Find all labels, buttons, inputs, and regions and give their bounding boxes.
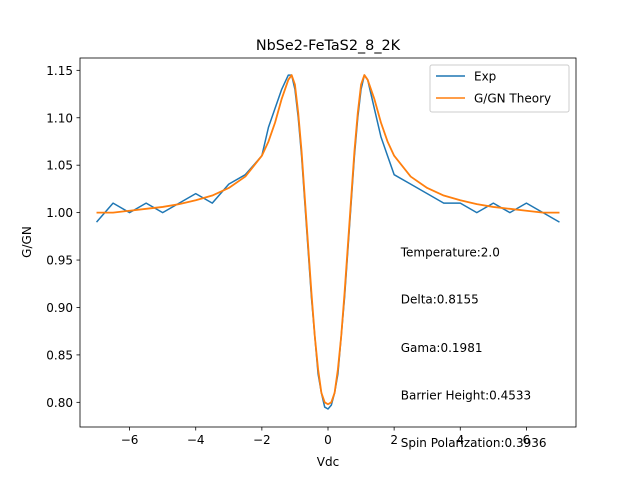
x-tick-label: −6 — [121, 433, 139, 447]
x-tick-label: −2 — [253, 433, 271, 447]
y-tick-label: 1.05 — [46, 159, 73, 173]
x-tick-label: 4 — [456, 433, 464, 447]
y-axis-label: G/GN — [20, 226, 34, 258]
y-axis-ticks: 0.80 0.85 0.90 0.95 1.00 1.05 1.10 1.15 — [46, 64, 80, 410]
series-layer — [95, 74, 560, 410]
series-line-theory — [96, 74, 560, 406]
y-tick-label: 1.10 — [46, 111, 73, 125]
plot-frame — [79, 57, 577, 428]
y-tick-label: 1.15 — [46, 64, 73, 78]
x-tick-label: −4 — [187, 433, 205, 447]
plot-area — [80, 58, 576, 427]
legend: Exp G/GN Theory — [429, 64, 570, 113]
y-tick-label: 0.90 — [46, 301, 73, 315]
annotation-text: Temperature:2.0 — [400, 245, 500, 259]
annotation-text: Spin Polarization:0.3936 — [401, 436, 547, 450]
legend-label-exp: Exp — [474, 70, 496, 84]
x-tick-label: 0 — [324, 433, 332, 447]
annotation-text: Barrier Height:0.4533 — [401, 388, 531, 402]
y-tick-label: 1.00 — [46, 206, 73, 220]
x-tick-label: 2 — [390, 433, 398, 447]
y-tick-label: 0.80 — [46, 396, 73, 410]
annotation-text: Delta:0.8155 — [401, 293, 479, 307]
legend-label-theory: G/GN Theory — [474, 92, 551, 106]
annotations: Temperature:2.0 Delta:0.8155 Gama:0.1981 Ba… — [400, 245, 547, 450]
y-tick-label: 0.95 — [46, 254, 73, 268]
chart-title: NbSe2-FeTaS2_8_2K — [256, 38, 401, 54]
x-tick-label: 6 — [523, 433, 531, 447]
x-axis-ticks: −6 −4 −2 0 2 4 6 — [121, 427, 530, 447]
series-line-exp — [95, 74, 560, 410]
x-axis-label: Vdc — [317, 455, 339, 469]
y-tick-label: 0.85 — [46, 348, 73, 362]
annotation-text: Gama:0.1981 — [401, 341, 483, 355]
